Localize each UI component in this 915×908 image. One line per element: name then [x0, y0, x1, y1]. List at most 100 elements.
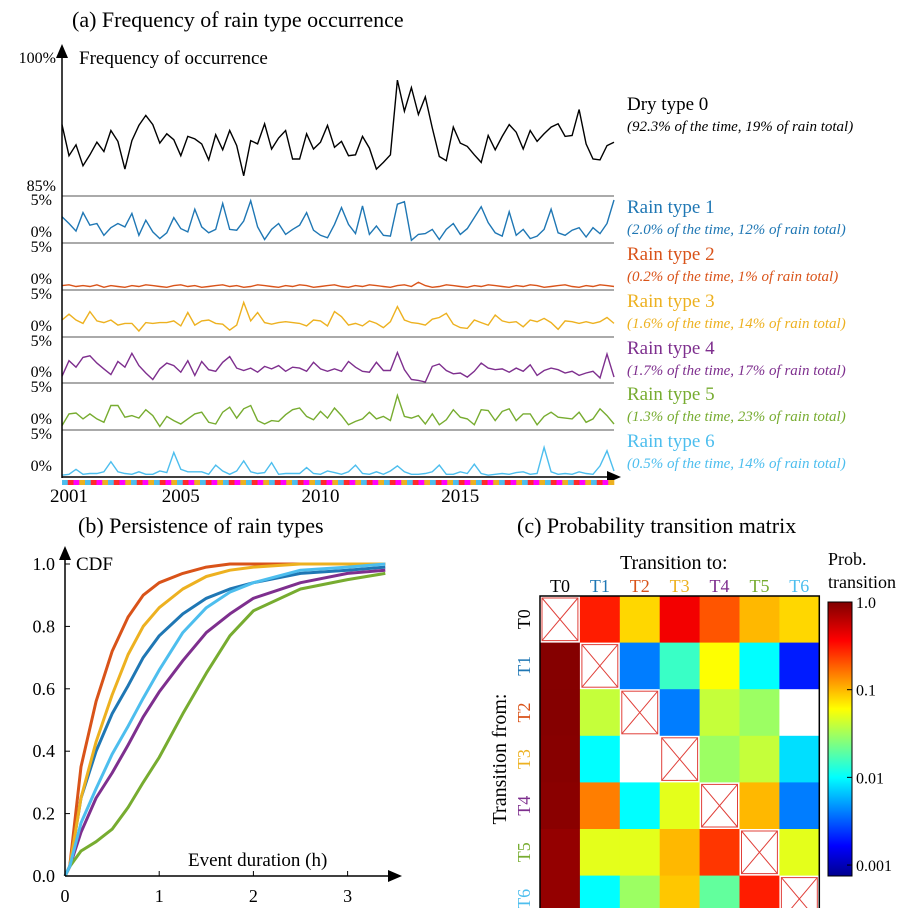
month-color-strip — [297, 480, 304, 485]
month-color-strip — [165, 480, 172, 485]
month-color-strip — [200, 480, 207, 485]
month-color-strip — [401, 480, 408, 485]
cell-3-5 — [739, 735, 780, 783]
month-color-strip — [533, 480, 540, 485]
month-color-strip — [67, 480, 74, 485]
month-color-strip — [332, 480, 339, 485]
band-bottom-label-0: 85% — [27, 178, 56, 195]
month-color-strip — [338, 480, 345, 485]
cell-3-6 — [779, 735, 820, 783]
month-color-strip — [292, 480, 299, 485]
cell-6-1 — [579, 875, 621, 908]
colorbar-tick-2: 0.01 — [856, 770, 884, 787]
band-name-5: Rain type 5 — [627, 384, 715, 405]
band-note-4: (1.7% of the time, 17% of rain total) — [627, 363, 846, 379]
cell-5-1 — [579, 829, 621, 876]
month-color-strip — [90, 480, 97, 485]
month-color-strip — [136, 480, 143, 485]
month-color-strip — [234, 480, 241, 485]
month-color-strip — [441, 480, 448, 485]
month-color-strip — [355, 480, 362, 485]
cell-2-5 — [739, 689, 780, 737]
month-color-strip — [263, 480, 270, 485]
month-color-strip — [343, 480, 350, 485]
month-color-strip — [608, 480, 615, 485]
month-color-strip — [274, 480, 281, 485]
cell-3-1 — [579, 735, 621, 783]
month-color-strip — [579, 480, 586, 485]
cell-1-2 — [619, 642, 661, 690]
cdf-line-T3 — [63, 562, 386, 877]
month-color-strip — [205, 480, 212, 485]
month-color-strip — [251, 480, 258, 485]
month-color-strip — [96, 480, 103, 485]
month-color-strip — [326, 480, 333, 485]
diag-box-6 — [780, 877, 818, 908]
cell-0-5 — [739, 596, 780, 643]
diag-box-4 — [701, 783, 738, 828]
panel-b: (b) Persistence of rain types CDF Event du… — [33, 513, 402, 906]
month-color-strip — [585, 480, 592, 485]
panel-b-xlabel: Event duration (h) — [188, 850, 327, 871]
month-color-strip — [545, 480, 552, 485]
cell-2-6 — [779, 689, 820, 737]
diag-box-0 — [541, 597, 579, 642]
month-color-strip — [125, 480, 132, 485]
cell-5-6 — [779, 829, 820, 876]
colorbar-tick-3: 0.001 — [856, 858, 892, 875]
cell-0-3 — [659, 596, 700, 643]
month-color-strip — [148, 480, 155, 485]
band-bottom-label-4: 0% — [31, 364, 52, 381]
month-color-strip — [395, 480, 402, 485]
cell-2-1 — [579, 689, 621, 737]
month-color-strip — [303, 480, 310, 485]
cell-4-2 — [619, 782, 661, 830]
colorbar — [827, 601, 853, 877]
cell-6-5 — [739, 875, 780, 908]
month-color-strip — [257, 480, 264, 485]
row-label-T5: T5 — [514, 842, 534, 862]
panel-a-title: (a) Frequency of rain type occurrence — [72, 7, 404, 32]
row-label-T0: T0 — [514, 609, 534, 629]
month-color-strip — [102, 480, 109, 485]
cell-0-4 — [699, 596, 740, 643]
band-top-label-3: 5% — [31, 286, 52, 303]
month-color-strip — [211, 480, 218, 485]
month-color-strip — [113, 480, 120, 485]
month-color-strip — [280, 480, 287, 485]
series-line-5 — [61, 393, 615, 428]
cell-4-5 — [739, 782, 780, 830]
month-color-strip — [378, 480, 385, 485]
series-line-2 — [61, 281, 615, 289]
band-name-0: Dry type 0 — [627, 94, 708, 115]
month-color-strip — [562, 480, 569, 485]
band-name-3: Rain type 3 — [627, 291, 715, 312]
colorbar-tick-1: 0.1 — [856, 683, 876, 700]
cell-2-0 — [540, 689, 581, 737]
band-bottom-label-1: 0% — [31, 224, 52, 241]
month-color-strip — [361, 480, 368, 485]
diag-box-5 — [741, 830, 778, 875]
month-color-strip — [493, 480, 500, 485]
band-name-4: Rain type 4 — [627, 338, 715, 359]
cell-2-4 — [699, 689, 740, 737]
cdf-line-T5 — [63, 571, 386, 877]
cell-4-0 — [540, 782, 581, 830]
month-color-strip — [539, 480, 546, 485]
band-name-2: Rain type 2 — [627, 244, 715, 265]
diag-box-3 — [661, 737, 699, 781]
month-color-strip — [522, 480, 529, 485]
band-top-label-1: 5% — [31, 192, 52, 209]
panel-a-x-tick-3: 2015 — [441, 486, 479, 507]
band-bottom-label-5: 0% — [31, 411, 52, 428]
panel-a-y-axis-arrow — [56, 44, 68, 58]
cell-6-4 — [699, 875, 740, 908]
panel-b-y-tick-3: 0.6 — [33, 679, 56, 699]
diag-box-2 — [621, 690, 659, 735]
band-name-1: Rain type 1 — [627, 197, 715, 218]
month-color-strip — [131, 480, 138, 485]
band-bottom-label-6: 0% — [31, 458, 52, 475]
col-label-T5: T5 — [750, 576, 770, 596]
cell-6-6 — [779, 875, 820, 908]
